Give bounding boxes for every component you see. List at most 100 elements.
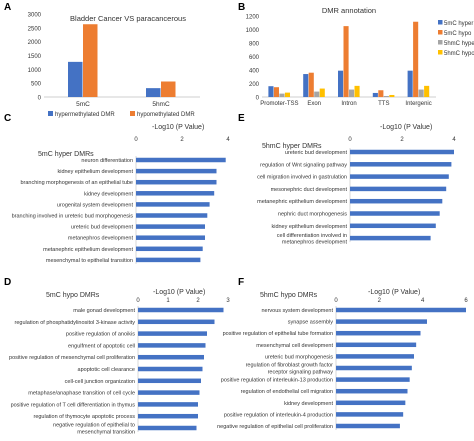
- panel-letter-f: F: [238, 277, 244, 288]
- category-label: ureteric bud development: [285, 150, 348, 156]
- bar-Intron-5mC-hypo: [343, 26, 349, 97]
- bar-1: [138, 307, 224, 313]
- x-axis-title: -Log10 (P Value): [153, 289, 205, 296]
- category-label: cell-cell junction organization: [65, 379, 135, 385]
- bar-10: [138, 413, 198, 419]
- bar-5: [336, 354, 414, 359]
- bar-5: [138, 354, 204, 360]
- category-label: positive regulation of interleukin-13 pr…: [221, 378, 333, 384]
- category-label: receptor signaling pathway: [268, 369, 334, 375]
- category-label: kidney development: [284, 401, 333, 407]
- bar-3: [336, 330, 421, 336]
- legend-label: 5hmC hyper: [444, 41, 474, 47]
- bar-7: [136, 224, 205, 229]
- category-label: positive regulation of anoikis: [66, 332, 135, 338]
- category-label: positive regulation of T cell differenti…: [11, 402, 136, 408]
- category-label: cell migration involved in gastrulation: [257, 175, 347, 181]
- y-tick-label: 600: [249, 55, 260, 61]
- category-label: branching involved in ureteric bud morph…: [12, 214, 134, 220]
- bar-9: [138, 402, 198, 407]
- bar-Intergenic-5hmC-hypo: [424, 85, 430, 97]
- bar-9: [136, 246, 203, 252]
- category-label: metanephros development: [282, 239, 348, 245]
- x-tick-label: Exon: [307, 101, 321, 107]
- panel-letter-c: C: [4, 113, 11, 124]
- x-tick-label: 0: [136, 298, 140, 304]
- bar-Intron-5hmC-hyper: [349, 89, 355, 97]
- category-label: mesenchymal transition: [77, 429, 135, 435]
- y-tick-label: 0: [38, 96, 42, 102]
- legend-swatch: [438, 50, 443, 55]
- bar-6: [336, 365, 412, 371]
- category-label: ureteric bud development: [71, 225, 134, 231]
- y-tick-label: 500: [31, 82, 42, 88]
- legend-swatch: [438, 40, 443, 45]
- category-label: nephric duct morphogenesis: [278, 212, 347, 218]
- bar-Exon-5mC-hyper: [303, 74, 309, 97]
- bar-3: [136, 179, 217, 185]
- bar-5hmC-hypermethylated-DMR: [146, 88, 161, 97]
- x-tick-label: 5mC: [76, 101, 90, 108]
- bar-2: [336, 319, 427, 324]
- x-tick-label: 0: [334, 298, 338, 304]
- bar-4: [336, 342, 417, 348]
- bar-5mC-hypomethylated-DMR: [83, 24, 98, 98]
- x-tick-label: 4: [226, 137, 230, 143]
- bar-Promoter-TSS-5mC-hyper: [268, 86, 274, 97]
- y-tick-label: 3000: [28, 13, 42, 19]
- panel-letter-d: D: [4, 277, 11, 288]
- chart-panel-a: Bladder Cancer VS paracancerous 0 500 1000 1…: [28, 13, 200, 118]
- x-tick-label: 4: [452, 137, 456, 143]
- x-tick-label: 3: [226, 298, 230, 304]
- y-tick-label: 1200: [246, 15, 260, 21]
- panel-letter-a: A: [4, 2, 11, 13]
- bar-5: [350, 198, 443, 204]
- bar-Promoter-TSS-5mC-hypo: [273, 87, 279, 97]
- bar-Exon-5mC-hypo: [308, 72, 314, 97]
- bar-Intergenic-5mC-hyper: [407, 70, 413, 97]
- category-label: branching morphogenesis of an epithelial…: [20, 180, 133, 186]
- category-label: metaphase/anaphase transition of cell cy…: [28, 391, 135, 397]
- category-label: cell differentiation involved in: [277, 233, 347, 239]
- x-tick-label: 2: [400, 137, 404, 143]
- legend-label: hypermethylated DMR: [55, 112, 115, 118]
- bar-6: [136, 213, 208, 218]
- chart-panel-d: 5mC hypo DMRs -Log10 (P Value) 0 1 2 3 male go…: [9, 289, 230, 435]
- chart-panel-f: 5hmC hypo DMRs -Log10 (P Value) 0 2 4 6 nervou…: [217, 289, 468, 430]
- bar-5mC-hypermethylated-DMR: [68, 61, 83, 97]
- category-label: negative regulation of epithelial to: [53, 423, 135, 429]
- bar-Promoter-TSS-5hmC-hypo: [284, 92, 290, 97]
- y-tick-label: 2500: [28, 26, 42, 32]
- category-label: positive regulation of interleukin-4 pro…: [224, 412, 333, 418]
- bar-TTS-5mC-hyper: [372, 92, 378, 97]
- bar-4: [138, 343, 206, 348]
- bar-1: [336, 307, 466, 313]
- category-label: regulation of endothelial cell migration: [241, 389, 333, 395]
- chart-panel-b: DMR annotation 0 200 400 600 800 1000 1200 Promo…: [246, 6, 474, 107]
- bar-11: [138, 425, 197, 431]
- bar-5: [136, 202, 210, 207]
- bar-Intergenic-5hmC-hyper: [418, 89, 424, 97]
- y-tick-label: 0: [256, 96, 260, 102]
- bar-Intron-5hmC-hypo: [354, 85, 360, 97]
- bar-6: [138, 366, 203, 372]
- bar-Exon-5hmC-hyper: [314, 91, 320, 97]
- bar-3: [138, 331, 207, 336]
- x-tick-label: 1: [166, 298, 170, 304]
- bar-3: [350, 174, 449, 179]
- bar-2: [350, 162, 452, 167]
- x-tick-label: Intergenic: [405, 101, 431, 107]
- y-tick-label: 400: [249, 69, 260, 75]
- category-label: engulfment of apoptotic cell: [68, 343, 135, 349]
- y-tick-label: 1000: [28, 68, 42, 74]
- category-label: positive regulation of epithelial tube f…: [223, 331, 333, 337]
- legend-swatch: [438, 30, 443, 35]
- chart-title: DMR annotation: [322, 6, 376, 15]
- bar-8: [336, 388, 408, 394]
- category-label: ureteric bud morphogenesis: [265, 354, 333, 360]
- category-label: male gonad development: [73, 308, 135, 314]
- bar-TTS-5mC-hypo: [378, 90, 384, 97]
- y-tick-label: 1000: [246, 28, 260, 34]
- legend-swatch: [130, 111, 135, 116]
- category-label: regulation of fibroblast growth factor: [246, 363, 334, 369]
